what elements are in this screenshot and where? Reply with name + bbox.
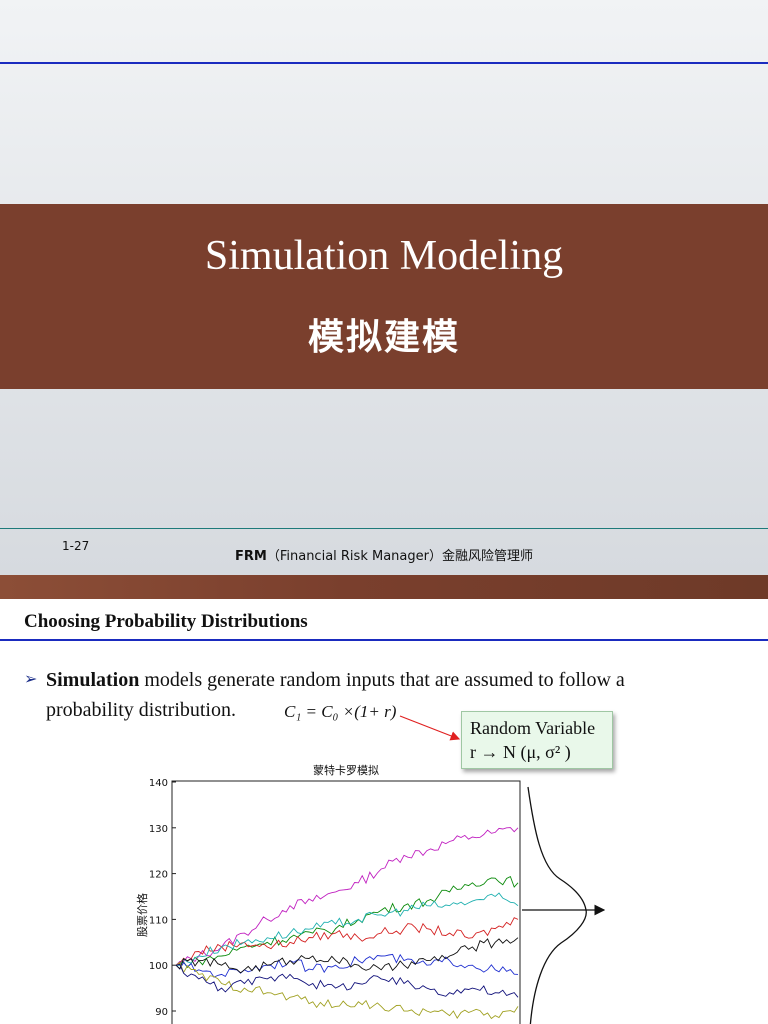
- title-banner: [0, 204, 768, 389]
- y-tick-label: 120: [149, 870, 168, 881]
- series-group: [175, 827, 519, 1020]
- series-line: [175, 937, 519, 974]
- bullet-arrow-icon: ➢: [24, 671, 38, 688]
- bullet-text-2: probability distribution.: [46, 699, 236, 721]
- slide-heading: Choosing Probability Distributions: [24, 611, 308, 632]
- series-line: [175, 963, 519, 998]
- y-tick-label: 110: [149, 915, 168, 926]
- distribution-curve: [527, 786, 587, 1024]
- footer-rule: [0, 528, 768, 529]
- slide-subtitle: 模拟建模: [307, 317, 460, 358]
- series-line: [175, 827, 519, 966]
- monte-carlo-chart: 蒙特卡罗模拟 90 100 110 120 130 140 股票价格: [135, 715, 606, 1024]
- footer-description: （Financial Risk Manager）金融风险管理师: [266, 549, 533, 564]
- top-rule: [0, 62, 768, 64]
- chart-title: 蒙特卡罗模拟: [313, 763, 379, 777]
- slide-1: Simulation Modeling 模拟建模 1-27 FRM（Financ…: [0, 0, 768, 575]
- footer-brand: FRM: [235, 549, 267, 564]
- random-variable-callout: Random Variable r → N (μ, σ² ): [461, 711, 613, 769]
- formula: C₁ = C₀ ×(1+ r): [284, 702, 397, 721]
- series-line: [175, 953, 519, 978]
- slide-title: Simulation Modeling: [204, 233, 564, 279]
- series-line: [175, 961, 519, 1020]
- page-number: 1-27: [62, 539, 90, 553]
- bullet-text-1: models generate random inputs that are a…: [139, 669, 625, 691]
- y-axis-label: 股票价格: [135, 893, 149, 937]
- y-tick-label: 140: [149, 778, 168, 789]
- callout-line-2: r → N (μ, σ² ): [470, 742, 571, 762]
- bullet-point: ➢ Simulation models generate random inpu…: [24, 665, 746, 725]
- callout-pointer: [399, 715, 461, 741]
- y-tick-label: 130: [149, 824, 168, 835]
- y-tick-label: 100: [149, 961, 168, 972]
- callout-line-1: Random Variable: [470, 718, 596, 738]
- slide-2: Choosing Probability Distributions ➢ Sim…: [0, 599, 768, 1024]
- series-line: [175, 892, 519, 966]
- slide-divider: [0, 575, 768, 599]
- bullet-keyword: Simulation: [46, 669, 140, 691]
- heading-rule: [0, 639, 768, 641]
- y-tick-label: 90: [155, 1007, 168, 1018]
- footer: FRM（Financial Risk Manager）金融风险管理师: [0, 545, 768, 564]
- series-line: [175, 917, 519, 966]
- y-axis: 90 100 110 120 130 140: [149, 778, 176, 1018]
